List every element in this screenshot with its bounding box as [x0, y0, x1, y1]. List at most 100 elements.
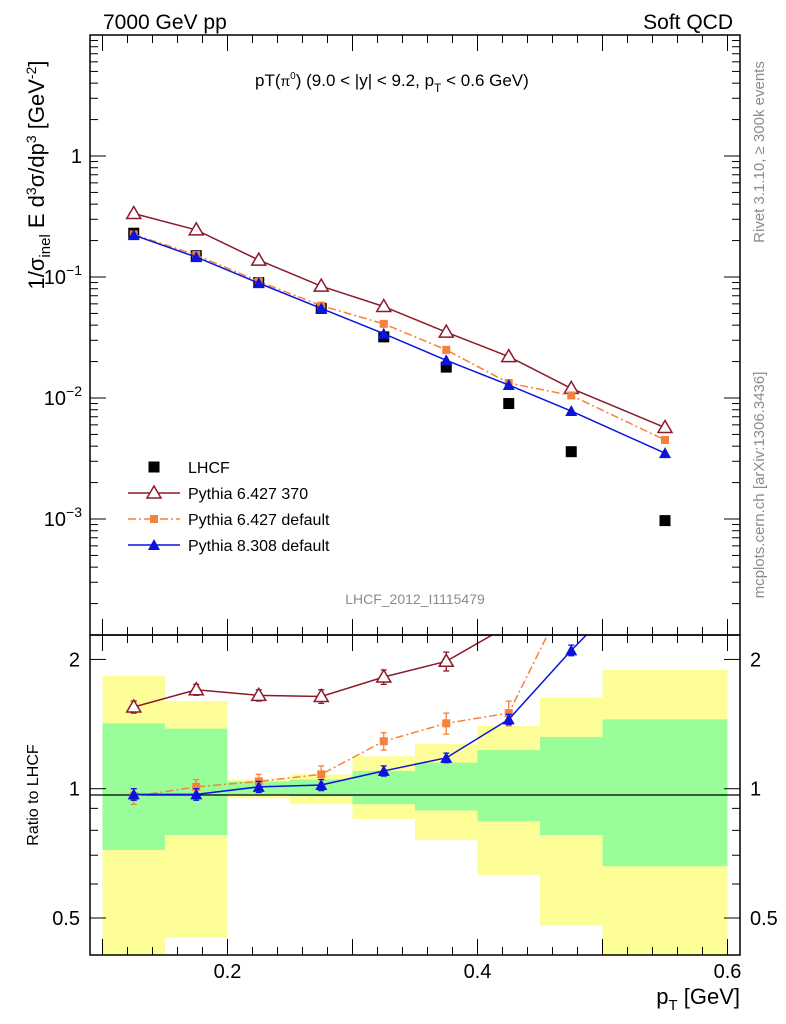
rivet-version-label: Rivet 3.1.10, ≥ 300k events: [751, 61, 768, 243]
ratio-data-point: [564, 559, 578, 571]
main-data-point: [656, 419, 674, 434]
ratio-data-point: [190, 788, 203, 800]
y-tick-label: 1: [71, 146, 82, 168]
x-tick-label: 0.4: [464, 961, 492, 983]
ratio-data-point: [504, 709, 513, 718]
legend-entry: Pythia 8.308 default: [128, 538, 330, 555]
y-tick-label: 10−2: [44, 383, 82, 410]
ratio-data-point: [502, 618, 516, 630]
ratio-data-point: [375, 668, 393, 683]
main-data-point: [440, 361, 452, 373]
y-tick-label: 10−3: [44, 504, 82, 531]
legend: LHCF Pythia 6.427 370 Pythia 6.427 default…: [128, 460, 330, 555]
ratio-series-2: [127, 549, 671, 801]
stat-uncertainty-band: [415, 762, 478, 811]
ratio-data-point: [567, 583, 575, 591]
main-data-point: [187, 221, 205, 236]
ratio-data-point: [315, 779, 328, 791]
main-series-3: [127, 229, 671, 459]
main-data-point: [250, 251, 268, 266]
header-right-title: Soft QCD: [643, 11, 733, 34]
legend-marker: [145, 484, 163, 499]
main-series-line: [133, 212, 666, 429]
main-data-point: [315, 302, 328, 314]
main-data-point: [500, 348, 518, 363]
ratio-y-tick-label-right: 0.5: [750, 908, 778, 930]
legend-entry: LHCF: [148, 460, 230, 477]
main-data-point: [565, 405, 578, 417]
x-tick-label: 0.2: [214, 961, 242, 983]
ratio-data-point: [502, 713, 515, 725]
main-data-point: [440, 354, 453, 366]
main-data-point: [375, 298, 393, 313]
ratio-y-tick-label-left: 2: [69, 649, 80, 671]
analysis-label: LHCF_2012_I1115479: [345, 591, 485, 607]
ratio-data-point: [437, 652, 455, 668]
legend-label: LHCF: [188, 460, 230, 477]
legend-label: Pythia 6.427 default: [188, 512, 330, 529]
main-data-point: [190, 251, 203, 263]
x-tick-label: 0.6: [714, 961, 742, 983]
main-data-point: [377, 327, 390, 339]
legend-marker: [148, 539, 160, 550]
ratio-data-point: [125, 698, 143, 713]
ratio-data-point: [440, 751, 453, 763]
stat-uncertainty-band: [602, 719, 728, 867]
ratio-data-point: [377, 764, 390, 776]
main-data-point: [442, 345, 451, 354]
y-tick-label: 10−1: [44, 262, 82, 289]
x-axis-label: pT [GeV]: [656, 984, 740, 1014]
ratio-data-point: [317, 770, 326, 779]
main-data-point: [659, 515, 671, 527]
main-data-point: [379, 319, 388, 328]
ratio-data-point: [127, 788, 140, 800]
main-data-point: [125, 204, 143, 220]
main-data-point: [312, 277, 330, 292]
main-data-point: [502, 379, 515, 391]
ratio-series-line: [133, 635, 494, 708]
ratio-data-point: [312, 687, 330, 703]
main-data-point: [437, 323, 455, 338]
ratio-series-line: [133, 635, 549, 798]
main-data-point: [503, 398, 515, 410]
ratio-data-point: [252, 780, 265, 792]
ratio-data-point: [442, 719, 451, 728]
main-data-point: [565, 446, 577, 458]
ratio-data-point: [565, 644, 578, 656]
stat-uncertainty-band: [540, 736, 603, 836]
main-plot-title: pT(π0) (9.0 < |y| < 9.2, pT < 0.6 GeV): [255, 71, 529, 95]
main-series-1: [125, 204, 674, 434]
main-data-point: [252, 277, 265, 289]
ratio-series-0: [125, 559, 578, 714]
main-data-point: [661, 435, 669, 444]
ratio-data-point: [379, 737, 388, 746]
ratio-data-point: [250, 686, 268, 702]
legend-label: Pythia 8.308 default: [188, 538, 330, 555]
legend-marker: [148, 461, 160, 473]
ratio-y-tick-label-left: 0.5: [52, 908, 80, 930]
ratio-data-point: [659, 549, 671, 560]
main-y-axis-label: 1/σinel E d3σ/dp3 [GeV-2]: [23, 60, 54, 289]
legend-entry: Pythia 6.427 370: [128, 484, 308, 503]
main-series-0: [128, 227, 671, 527]
legend-marker: [150, 515, 158, 523]
stat-uncertainty-band: [477, 750, 540, 822]
header-left-title: 7000 GeV pp: [103, 11, 227, 34]
stat-uncertainty-band: [102, 723, 165, 850]
axes: 10−3 10−2 10−1 1 0.5 0.5 1 1 2 2 0.2 0.4 0.6: [44, 34, 778, 983]
main-series-line: [133, 234, 666, 454]
main-series-line: [133, 233, 666, 441]
ratio-y-tick-label-right: 1: [750, 779, 761, 801]
main-data-point: [567, 391, 576, 400]
legend-label: Pythia 6.427 370: [188, 486, 308, 503]
main-data-point: [659, 447, 671, 459]
ratio-data-point: [187, 681, 205, 696]
main-plot-layer: [125, 204, 674, 527]
ratio-plot-frame: [89, 634, 741, 956]
main-data-point: [127, 229, 140, 241]
ratio-uncertainty-bands: [102, 669, 728, 955]
ratio-y-tick-label-right: 2: [750, 649, 761, 671]
mcplots-label: mcplots.cern.ch [arXiv:1306.3436]: [751, 372, 768, 599]
legend-entry: Pythia 6.427 default: [128, 512, 330, 529]
